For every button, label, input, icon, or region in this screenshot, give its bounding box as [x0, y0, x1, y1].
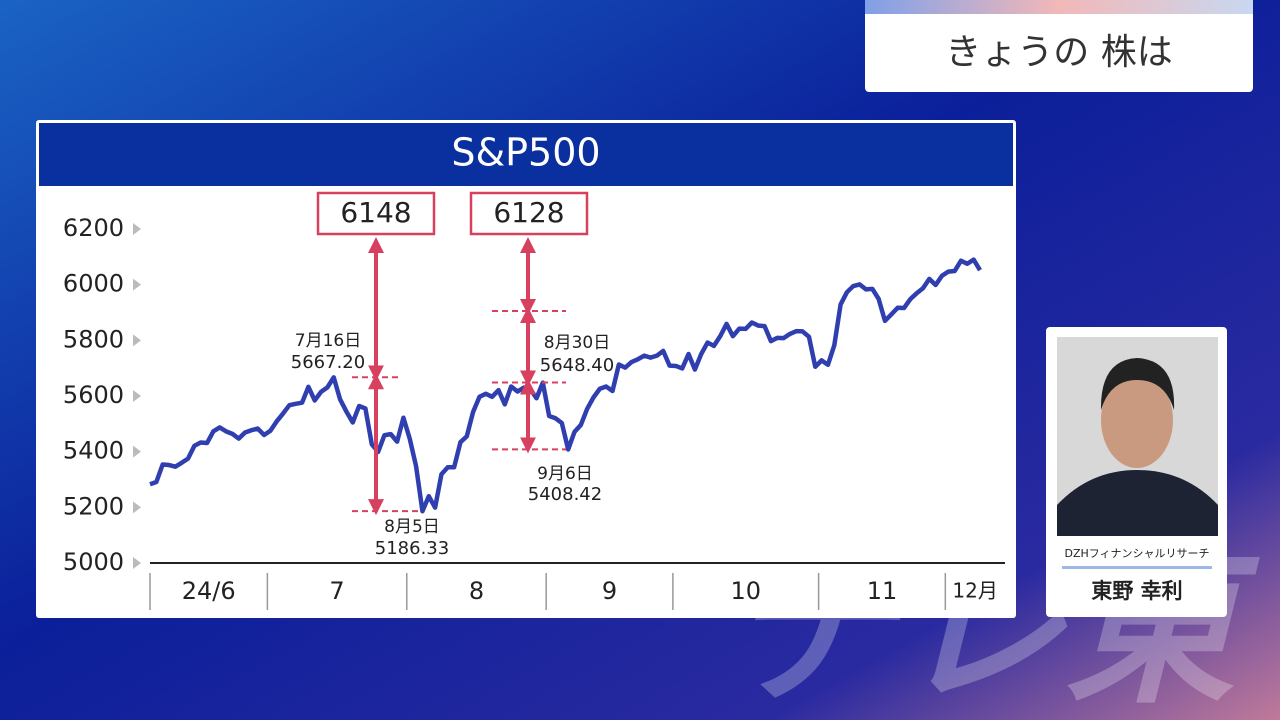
- annotation-value: 5667.20: [291, 352, 365, 373]
- presenter-rule: [1062, 566, 1212, 569]
- annotation-date: 7月16日: [295, 331, 361, 351]
- x-tick-label: 24/6: [182, 577, 236, 605]
- y-tick-mark: [133, 557, 141, 569]
- photo-hair: [1100, 358, 1175, 410]
- annotation-value: 5648.40: [540, 355, 614, 376]
- y-tick-mark: [133, 223, 141, 235]
- target-label: 6128: [493, 196, 564, 229]
- y-tick-mark: [133, 278, 141, 291]
- x-tick-label: 10: [730, 577, 761, 605]
- y-tick-label: 5400: [63, 437, 124, 465]
- plot: 5000 5200 5400 5600 5800 6000 6200 24/6 7 8 9 10 11 1…: [63, 191, 1005, 610]
- photo-suit: [1057, 470, 1218, 536]
- chart-title: S&P500: [451, 131, 600, 175]
- x-tick-label: 11: [867, 577, 898, 605]
- target-box: [316, 191, 436, 236]
- banner-title: きょうの 株は: [945, 32, 1172, 73]
- target-label: 6148: [340, 196, 411, 229]
- annotation-date: 8月30日: [544, 333, 610, 353]
- annotation-date: 9月6日: [537, 464, 593, 484]
- y-tick-label: 5800: [63, 325, 124, 353]
- x-tick-label: 12月: [952, 579, 997, 603]
- banner-strip: [865, 0, 1253, 14]
- annotation-value: 5186.33: [375, 538, 449, 559]
- annotation-value: 5408.42: [528, 484, 602, 505]
- x-tick-label: 9: [602, 577, 617, 605]
- presenter-company: DZHフィナンシャルリサーチ: [1064, 547, 1209, 560]
- banner: [865, 0, 1253, 92]
- target-box: [469, 191, 589, 236]
- x-tick-label: 8: [469, 577, 484, 605]
- y-tick-label: 6200: [63, 214, 124, 242]
- y-tick-mark: [133, 445, 141, 458]
- price-line: [149, 257, 982, 514]
- y-tick-mark: [133, 334, 141, 347]
- y-tick-label: 5000: [63, 548, 124, 576]
- y-tick-label: 6000: [63, 270, 124, 298]
- y-tick-label: 5600: [63, 381, 124, 409]
- x-tick-label: 7: [329, 577, 344, 605]
- y-tick-mark: [133, 390, 141, 402]
- annotation-date: 8月5日: [384, 517, 440, 537]
- chart-title-bar: [39, 123, 1013, 186]
- presenter-name: 東野 幸利: [1091, 579, 1182, 603]
- y-tick-mark: [133, 501, 141, 514]
- y-tick-label: 5200: [63, 492, 124, 520]
- photo-face: [1101, 372, 1173, 468]
